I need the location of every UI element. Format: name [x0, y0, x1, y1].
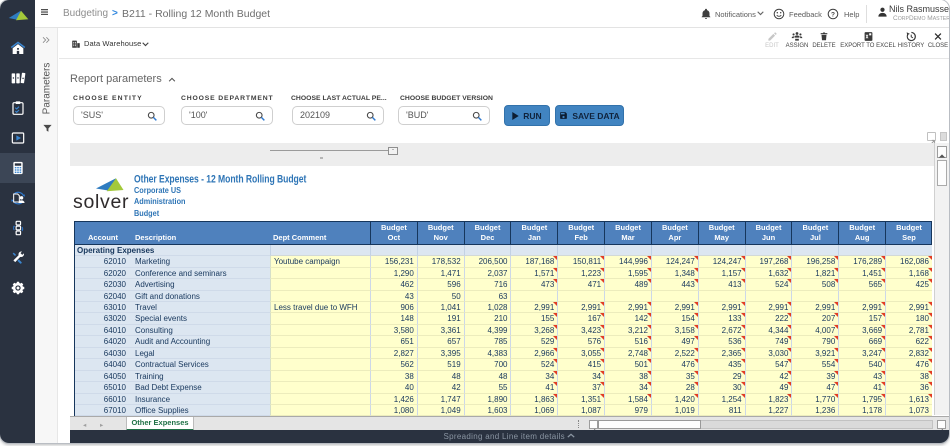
svg-text:?: ? — [831, 11, 835, 18]
